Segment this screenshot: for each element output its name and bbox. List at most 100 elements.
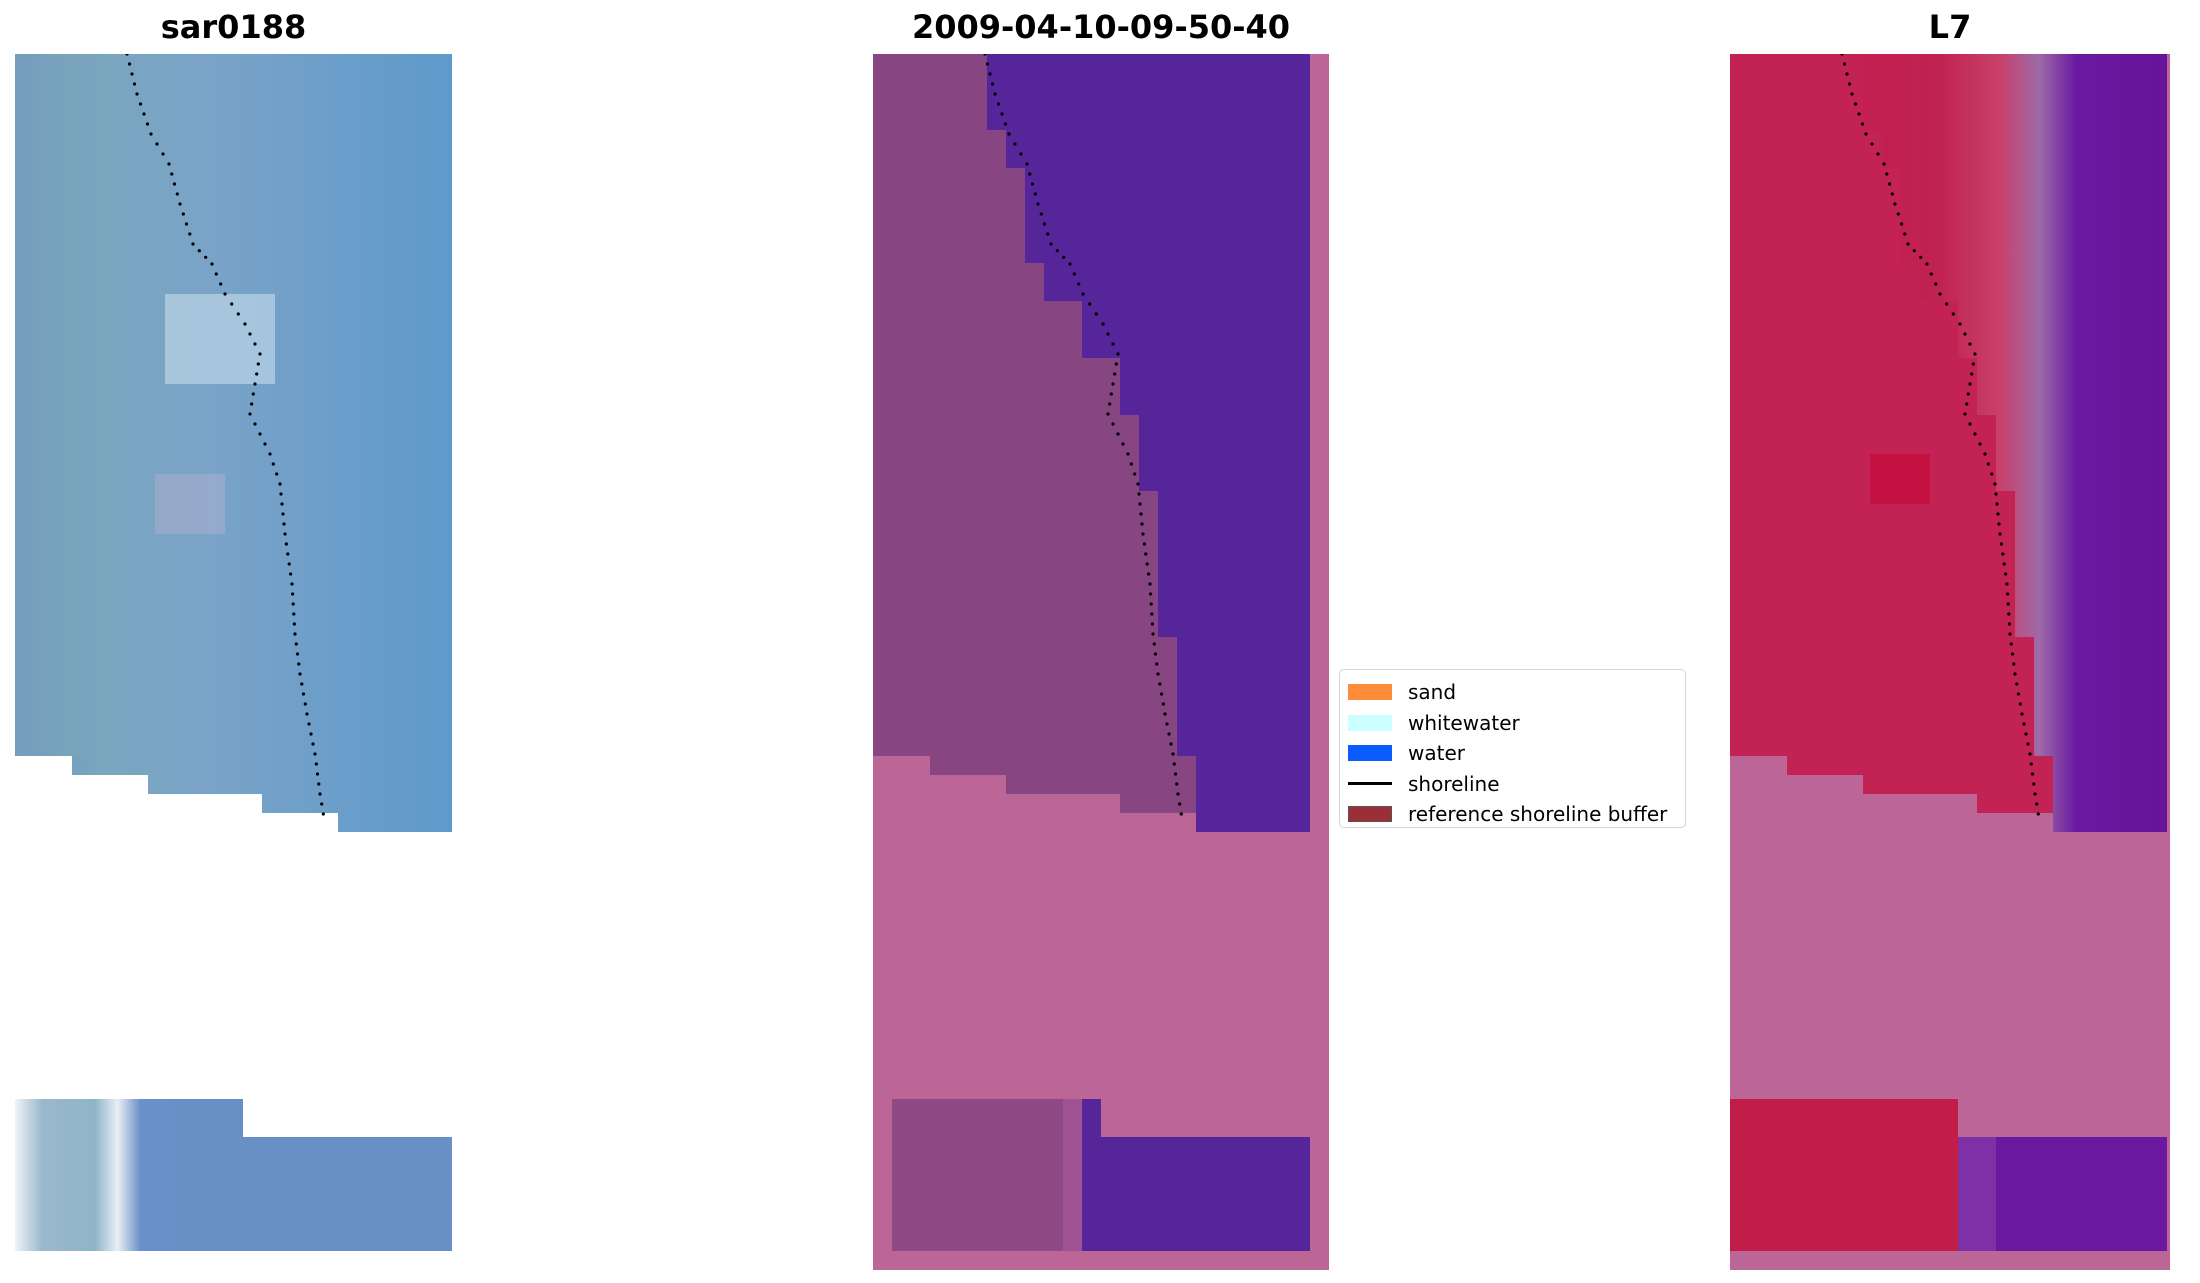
shoreline-point <box>178 202 182 206</box>
shoreline-point <box>210 262 214 266</box>
shoreline-point <box>1971 362 1975 366</box>
shoreline-point <box>1013 142 1017 146</box>
shoreline-point <box>295 652 300 656</box>
shoreline-point <box>1148 582 1152 586</box>
shoreline-point <box>188 232 192 236</box>
shoreline-point <box>1030 182 1035 186</box>
shoreline-line-swatch <box>1348 782 1392 786</box>
shoreline-point <box>1973 352 1977 356</box>
shoreline-point <box>248 412 252 416</box>
shoreline-point <box>993 92 997 96</box>
shoreline-point <box>1966 392 1970 396</box>
shoreline-point <box>2010 652 2015 656</box>
shoreline-point <box>305 712 309 716</box>
shoreline-point <box>1046 232 1050 236</box>
shoreline-point <box>256 362 260 366</box>
shoreline-point <box>314 762 318 766</box>
shoreline-point <box>1116 352 1120 356</box>
shoreline-point <box>1141 532 1145 536</box>
shoreline-point <box>2036 812 2040 816</box>
shoreline-point <box>2007 622 2011 626</box>
shoreline-point <box>214 272 218 276</box>
shoreline-point <box>2032 782 2036 786</box>
shoreline-point <box>309 732 313 736</box>
shoreline-point <box>2029 762 2033 766</box>
shoreline-point <box>223 292 227 296</box>
shoreline-point <box>2022 722 2026 726</box>
shoreline-point <box>2004 572 2008 576</box>
shoreline-point <box>197 249 201 253</box>
shoreline-point <box>1850 92 1854 96</box>
shoreline-point <box>1870 142 1874 146</box>
shoreline-point <box>1179 812 1183 816</box>
shoreline-point <box>1003 122 1008 126</box>
rgb-image-raster <box>15 54 452 1251</box>
shoreline-point <box>1885 172 1889 176</box>
shoreline-point <box>1111 342 1115 346</box>
shoreline-point <box>1887 182 1892 186</box>
shoreline-point <box>1150 612 1154 616</box>
shoreline-point <box>293 632 297 636</box>
legend-item-whitewater: whitewater <box>1348 708 1685 739</box>
shoreline-point <box>1114 362 1118 366</box>
shoreline-point <box>1968 422 1972 426</box>
shoreline-point <box>1152 642 1156 646</box>
shoreline-point <box>1934 282 1938 286</box>
shoreline-point <box>1081 292 1085 296</box>
shoreline-point <box>138 102 143 106</box>
shoreline-point <box>1864 132 1868 136</box>
shoreline-point <box>292 612 296 616</box>
shoreline-point <box>255 372 259 376</box>
panel-title-index: L7 <box>1928 8 1972 46</box>
shoreline-point <box>1163 712 1167 716</box>
shoreline-point <box>1033 192 1037 196</box>
index-image-raster <box>1730 54 2170 1270</box>
shoreline-point <box>1963 332 1967 336</box>
shoreline-point <box>2015 682 2019 686</box>
shoreline-point <box>2001 552 2005 556</box>
shoreline-point <box>279 492 283 496</box>
shoreline-point <box>1106 332 1110 336</box>
shoreline-point <box>1890 192 1894 196</box>
shoreline-point <box>1138 502 1142 506</box>
shoreline-point <box>1109 392 1113 396</box>
shoreline-point <box>292 622 296 626</box>
shoreline-point <box>1990 472 1994 476</box>
shoreline-point <box>1111 382 1115 386</box>
shoreline-point <box>1142 542 1146 546</box>
shoreline-point <box>1912 249 1916 253</box>
shoreline-point <box>1145 562 1149 566</box>
shoreline-point <box>1133 472 1137 476</box>
shoreline-point <box>287 562 291 566</box>
shoreline-point <box>1965 402 1969 406</box>
shoreline-point <box>172 182 177 186</box>
shoreline-point <box>1072 272 1076 276</box>
shoreline-point <box>1997 522 2001 526</box>
shoreline-point <box>2016 692 2021 696</box>
shoreline-point <box>1028 172 1032 176</box>
shoreline-point <box>1113 372 1117 376</box>
shoreline-point <box>1116 432 1120 436</box>
shoreline-point <box>315 772 320 776</box>
legend-item-shoreline: shoreline <box>1348 769 1685 800</box>
shoreline-point <box>1167 732 1171 736</box>
shoreline-point <box>2024 732 2028 736</box>
shoreline-point <box>1153 652 1158 656</box>
shoreline-point <box>1025 162 1029 166</box>
shoreline-point <box>275 472 279 476</box>
shoreline-point <box>1893 202 1897 206</box>
shoreline-point <box>191 242 195 246</box>
shoreline-point <box>1882 162 1886 166</box>
shoreline-point <box>318 792 322 796</box>
shoreline-points <box>1840 54 2040 816</box>
shoreline-point <box>985 62 990 66</box>
reference-buffer-swatch <box>1348 806 1392 823</box>
shoreline-point <box>127 62 132 66</box>
shoreline-point <box>2002 562 2006 566</box>
shoreline-point <box>1993 482 1997 486</box>
shoreline-point <box>1036 202 1040 206</box>
legend-item-reference-buffer: reference shoreline buffer <box>1348 799 1685 830</box>
shoreline-point <box>1958 322 1962 326</box>
shoreline-point <box>2026 742 2030 746</box>
classified-image-panel <box>873 54 1329 1270</box>
